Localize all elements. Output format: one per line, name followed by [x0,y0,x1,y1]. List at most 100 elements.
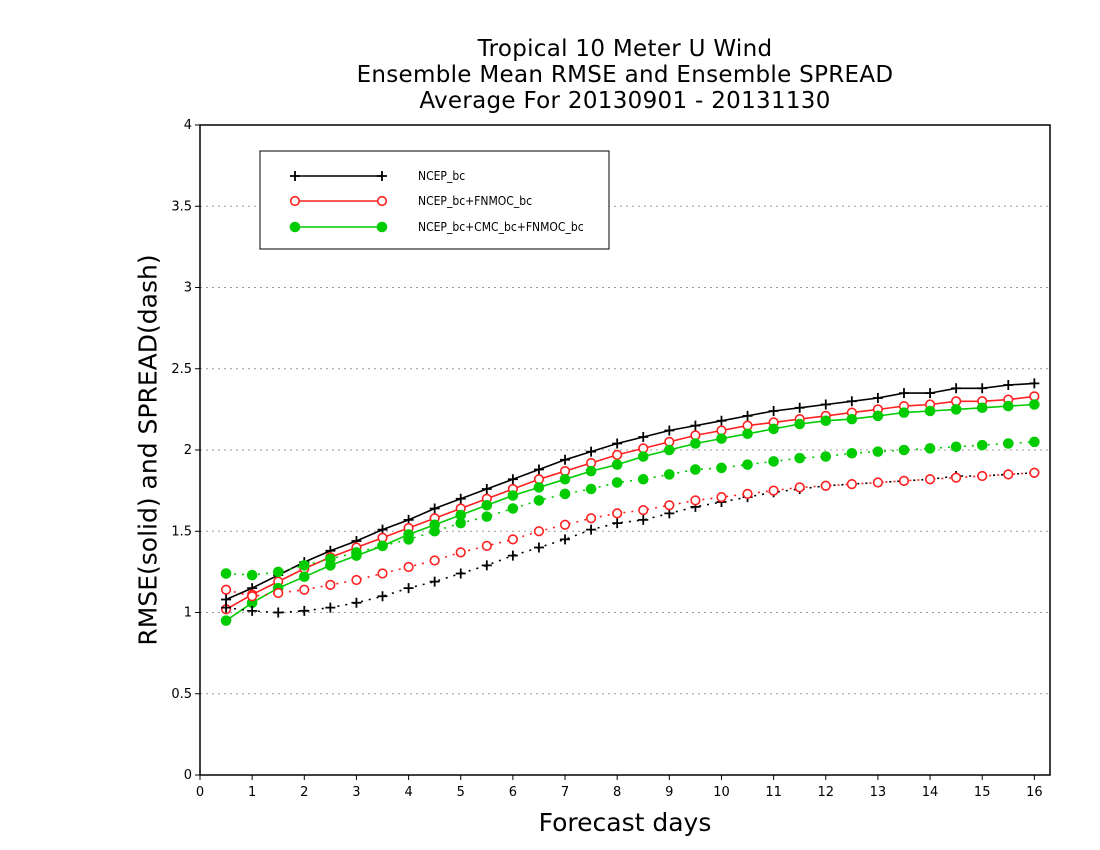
data-point [533,482,545,493]
data-point [977,470,988,482]
x-tick-label: 15 [974,785,991,800]
x-tick-label: 14 [922,785,939,800]
data-point [351,597,362,608]
x-tick-label: 9 [665,785,673,800]
legend-label: NCEP_bc [418,169,465,183]
data-point [481,499,493,511]
data-point [221,602,232,613]
data-point [586,524,597,535]
data-point [846,413,858,425]
data-point [611,477,623,488]
data-point [481,540,492,551]
data-point [950,441,962,453]
data-point [768,456,779,467]
data-point [247,591,258,602]
data-point [742,459,753,470]
data-point [637,473,649,485]
data-point [273,587,284,599]
data-point [846,396,857,407]
legend-marker [376,221,388,233]
data-point [507,490,519,501]
data-point [429,576,440,587]
data-point [612,438,623,449]
data-point [976,402,988,414]
series-line-2 [225,395,1035,610]
data-point [585,465,597,477]
y-tick-label: 1 [184,606,192,621]
y-axis-label: RMSE(solid) and SPREAD(dash) [133,254,163,646]
data-point [664,500,675,511]
data-point [846,447,858,459]
data-point [924,474,936,485]
data-point [768,423,779,435]
data-point [898,475,910,486]
legend-marker [290,171,300,181]
data-point [872,393,883,403]
data-point [455,517,467,529]
data-point [507,503,519,514]
data-point [585,483,597,495]
series-line-1 [225,382,1035,601]
chart-title-line-1: Tropical 10 Meter U Wind [477,36,773,62]
data-point [638,505,649,516]
data-point [299,605,310,616]
x-tick-label: 4 [404,785,412,800]
data-point [951,472,962,483]
data-point [977,383,988,394]
data-point [768,485,779,496]
data-point [403,561,414,573]
x-tick-label: 11 [765,785,782,800]
data-point [872,446,884,457]
data-point [898,407,910,418]
data-point [690,420,701,431]
data-point [455,547,466,558]
data-point [481,484,492,494]
data-point [638,432,649,442]
data-point [1002,400,1014,412]
data-point [247,605,258,616]
data-point [533,464,544,475]
legend-label: NCEP_bc+CMC_bc+FNMOC_bc [418,220,584,234]
data-point [429,503,440,514]
data-point [820,415,832,427]
data-point [559,488,571,500]
data-point [794,418,805,430]
data-point [872,410,884,422]
y-tick-label: 2 [184,443,192,458]
y-tick-label: 0.5 [171,687,192,702]
data-point [820,451,832,462]
data-point [403,534,414,545]
x-tick-label: 2 [300,785,308,800]
data-point [637,451,649,462]
series-line-4 [225,472,1035,614]
data-point [560,534,571,545]
data-point [820,480,831,491]
data-point [220,615,232,626]
data-point [1029,378,1040,389]
data-point [820,399,831,410]
data-point [1029,436,1040,448]
x-axis-label: Forecast days [538,808,712,837]
data-point [950,404,962,415]
data-point [272,566,284,578]
data-point [481,511,493,522]
data-point [768,406,779,416]
data-point [716,492,727,503]
series-line-5 [225,472,1035,598]
data-point [924,405,936,417]
x-tick-label: 5 [457,785,465,800]
data-point [1002,438,1014,449]
data-point [586,446,597,457]
data-point [898,444,910,456]
data-point [325,579,336,590]
chart-title-line-2: Ensemble Mean RMSE and Ensemble SPREAD [356,62,894,88]
data-point [716,433,727,444]
data-point [299,584,310,595]
x-tick-label: 13 [870,785,887,800]
legend-label: NCEP_bc+FNMOC_bc [418,194,532,208]
data-point [794,482,805,493]
data-point [1029,399,1040,410]
data-point [429,555,440,566]
legend-box [259,150,610,250]
